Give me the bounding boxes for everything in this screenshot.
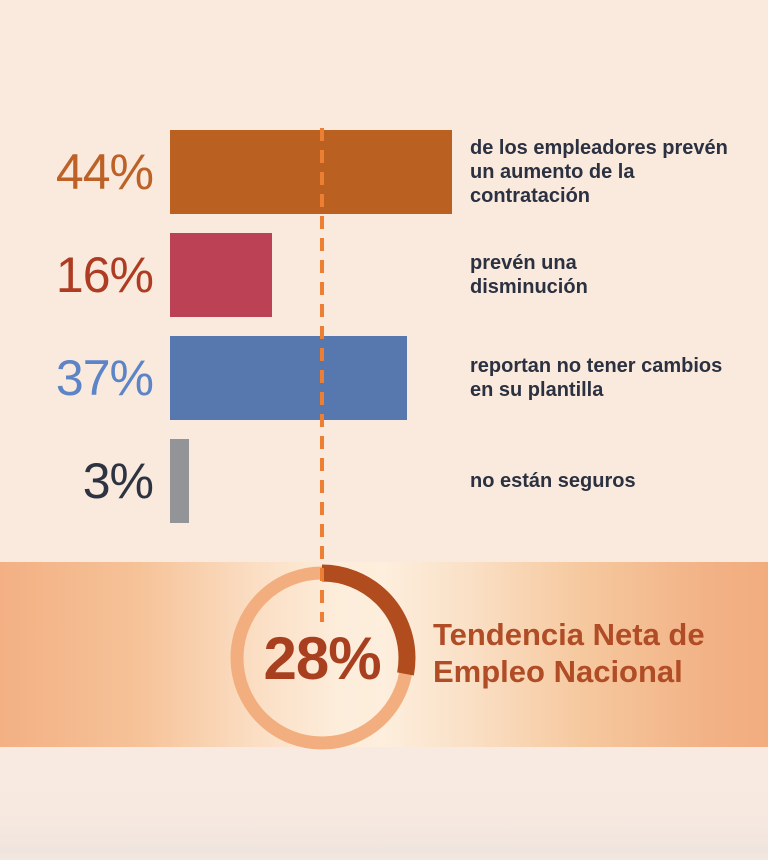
bar-description: reportan no tener cambios en su plantilla <box>470 336 762 420</box>
bottom-margin <box>0 747 768 860</box>
bar <box>170 439 189 523</box>
bar-description: prevén una disminución <box>470 233 762 317</box>
bar-description: no están seguros <box>470 439 762 523</box>
bar-description-line: disminución <box>470 276 588 298</box>
gauge-value-label: 28% <box>263 624 381 692</box>
bar <box>170 130 452 214</box>
bar <box>170 233 272 317</box>
bar-description-line: un aumento de la <box>470 161 635 183</box>
gauge-title: Tendencia Neta de Empleo Nacional <box>433 616 705 690</box>
bar-description-line: de los empleadores prevén <box>470 137 728 159</box>
bar-description-line: en su plantilla <box>470 379 604 401</box>
bar-description-line: reportan no tener cambios <box>470 355 723 377</box>
dashed-reference-line <box>320 128 324 622</box>
gauge-title-line-1: Tendencia Neta de <box>433 617 705 652</box>
bar <box>170 336 407 420</box>
bar-description-line: prevén una <box>470 252 577 274</box>
gauge-title-line-2: Empleo Nacional <box>433 654 683 689</box>
bar-value-label: 37% <box>55 350 154 406</box>
bar-value-label: 44% <box>55 144 154 200</box>
bar-value-label: 16% <box>55 247 154 303</box>
bar-description-line: contratación <box>470 185 591 207</box>
bar-description-line: no están seguros <box>470 470 636 492</box>
bar-value-label: 3% <box>82 453 154 509</box>
bar-description: de los empleadores prevén un aumento de l… <box>470 130 762 214</box>
